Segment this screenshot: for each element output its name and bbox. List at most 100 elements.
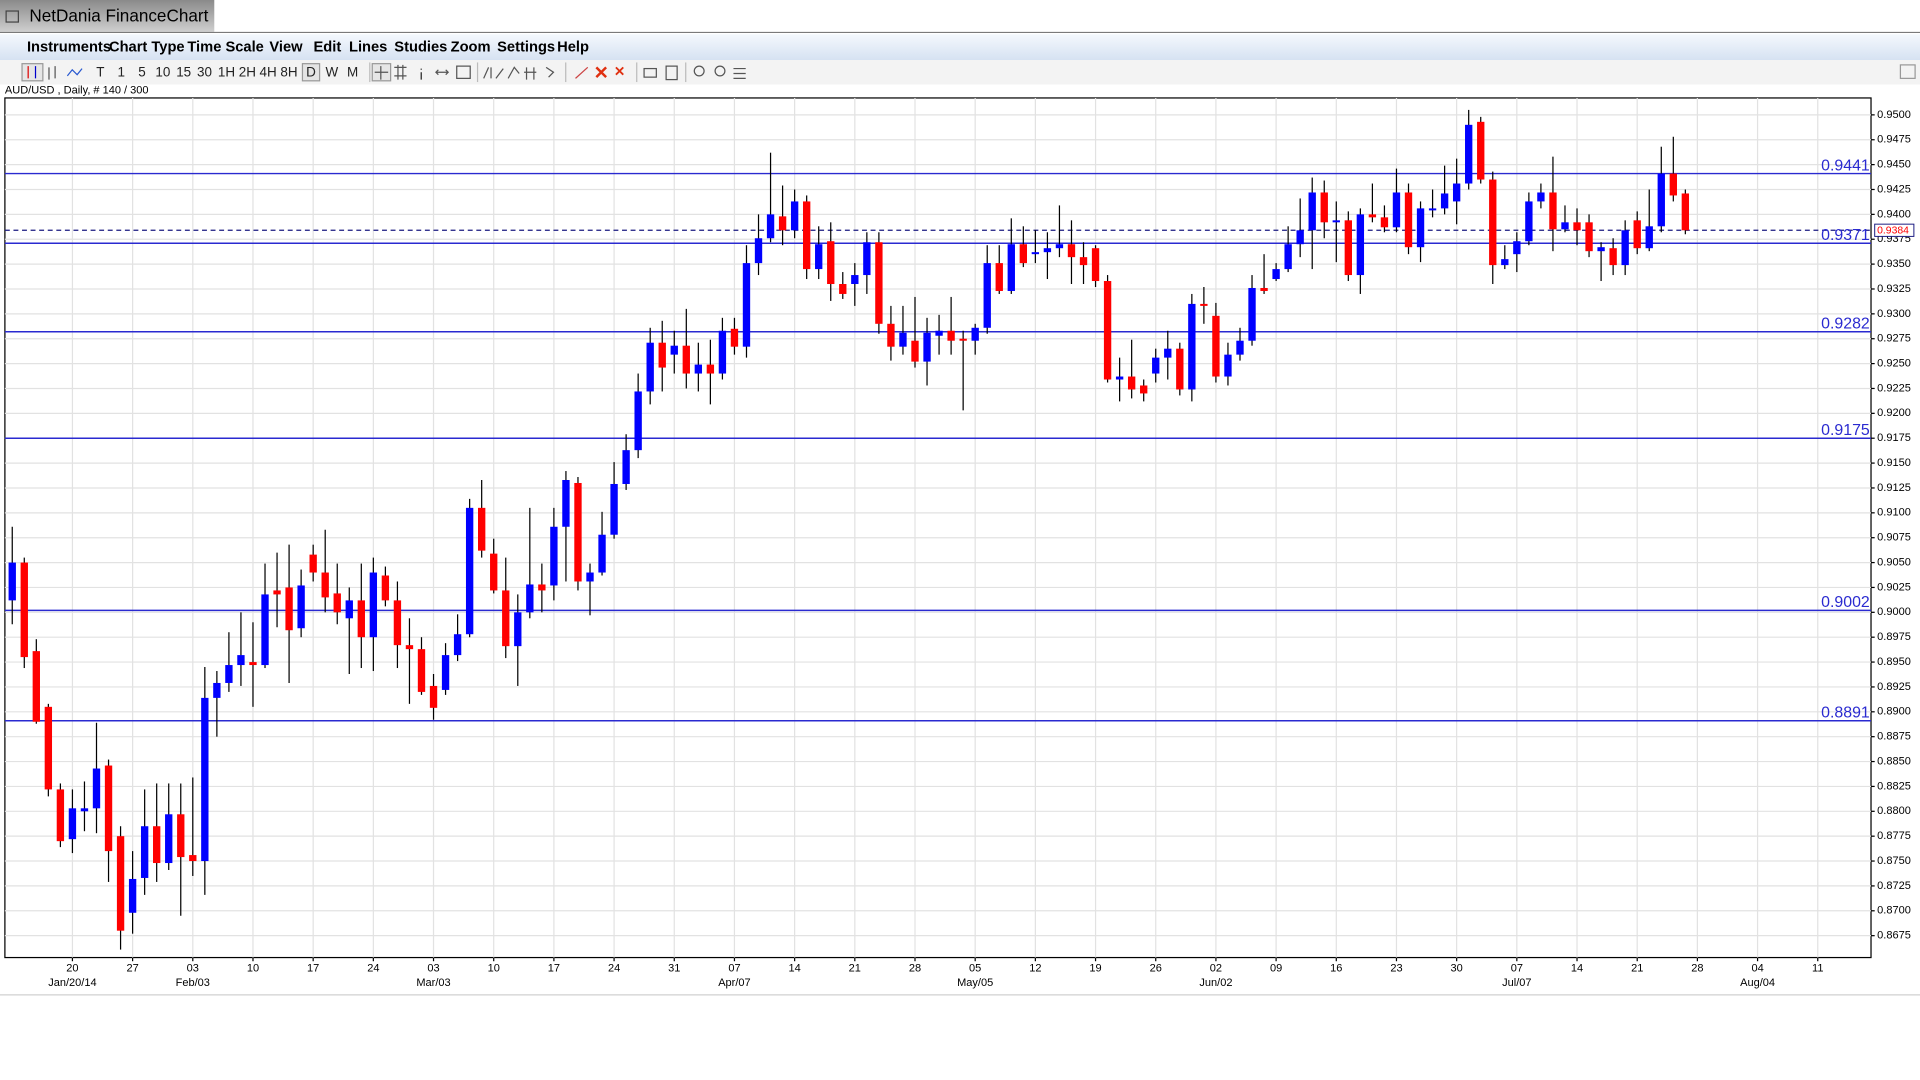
- menu-item[interactable]: Chart Type: [109, 40, 185, 56]
- x-tick-label: 27: [126, 962, 138, 974]
- toolbar-button-active[interactable]: [301, 63, 321, 82]
- menu-item[interactable]: View: [269, 40, 303, 56]
- candle-body: [1501, 259, 1509, 266]
- candle-body: [887, 323, 895, 347]
- bar-icon[interactable]: [48, 66, 56, 80]
- candle-body: [1284, 244, 1292, 270]
- candle-body: [1019, 244, 1028, 264]
- menu-bar: [0, 34, 1920, 60]
- level-label: 0.9282: [1821, 316, 1870, 333]
- menu-item[interactable]: Zoom: [451, 40, 491, 56]
- x-tick-label: 31: [668, 962, 680, 974]
- zoom-in-icon[interactable]: [693, 65, 705, 77]
- candle-body: [1573, 222, 1581, 231]
- panel-icon[interactable]: [1899, 64, 1916, 79]
- grid-icon[interactable]: [394, 64, 407, 80]
- toolbar-button[interactable]: 10: [155, 64, 170, 79]
- menu-item[interactable]: Lines: [349, 40, 387, 56]
- toolbar-button[interactable]: T: [96, 64, 104, 79]
- menu-item[interactable]: Edit: [313, 40, 341, 56]
- candle-body: [1127, 376, 1136, 390]
- zoom-out-icon[interactable]: [714, 65, 726, 77]
- candle-body: [1525, 201, 1533, 242]
- candle-body: [863, 242, 871, 276]
- candle-body: [405, 645, 414, 650]
- last-price-box: [1874, 223, 1915, 237]
- candle-body: [453, 634, 462, 656]
- study-icons[interactable]: [507, 66, 555, 80]
- scroll-icon[interactable]: [435, 69, 450, 76]
- y-tick-label: 0.8800: [1877, 805, 1911, 817]
- candle-body: [1392, 192, 1401, 228]
- candle-body: [1440, 193, 1449, 209]
- candle-body: [1176, 348, 1184, 390]
- toolbar-button[interactable]: 5: [138, 64, 145, 79]
- candle-body: [694, 364, 703, 374]
- preview-icon[interactable]: [665, 65, 678, 81]
- candle-body: [116, 836, 125, 931]
- trend-icons[interactable]: [483, 67, 504, 79]
- candle-body: [285, 587, 293, 631]
- level-label: 0.9371: [1821, 227, 1870, 244]
- candle-body: [92, 768, 101, 809]
- candle-body: [189, 855, 197, 862]
- candle-body: [1055, 244, 1064, 249]
- line-icon[interactable]: [66, 68, 83, 77]
- print-icon[interactable]: [643, 67, 657, 78]
- y-tick-label: 0.9225: [1877, 382, 1911, 394]
- candle-body: [478, 507, 486, 551]
- y-tick-label: 0.9050: [1877, 556, 1911, 568]
- marks: [4, 109, 1872, 950]
- x-tick-label: 21: [849, 962, 861, 974]
- delete-icon[interactable]: [595, 66, 607, 79]
- toolbar-button[interactable]: 15: [176, 64, 191, 79]
- toolbar-button[interactable]: 2H: [239, 64, 256, 79]
- menu-item[interactable]: Help: [557, 40, 589, 56]
- toolbar-button[interactable]: D: [306, 64, 316, 79]
- draw-line-icon[interactable]: [575, 66, 589, 79]
- candle-button[interactable]: [21, 63, 44, 82]
- toolbar-button[interactable]: 4H: [260, 64, 277, 79]
- x-tick-label: 12: [1029, 962, 1041, 974]
- x-tick-label: 17: [307, 962, 319, 974]
- toolbar-button[interactable]: 1: [117, 64, 124, 79]
- candle-body: [1272, 269, 1280, 280]
- toolbar-button[interactable]: 8H: [280, 64, 297, 79]
- candle-body: [598, 534, 606, 573]
- candle-body: [429, 685, 438, 708]
- candle-body: [1681, 193, 1690, 231]
- candle-body: [514, 612, 522, 647]
- candle-body: [1344, 220, 1352, 276]
- candle-body: [1248, 287, 1256, 341]
- candle-body: [8, 562, 16, 601]
- instrument-label: AUD/USD , Daily, # 140 / 300: [5, 85, 149, 97]
- candle-body: [562, 480, 570, 527]
- candle-body: [839, 284, 847, 294]
- menu-item[interactable]: Time Scale: [187, 40, 263, 56]
- y-tick-label: 0.9125: [1877, 482, 1911, 494]
- candle-body: [538, 584, 546, 591]
- candle-body: [971, 327, 979, 341]
- menu-item[interactable]: Settings: [497, 40, 555, 56]
- volume-icon[interactable]: [456, 65, 471, 79]
- toolbar-button[interactable]: M: [347, 64, 358, 79]
- candle-body: [1416, 208, 1425, 248]
- candle-body: [899, 332, 907, 347]
- candle-body: [1368, 214, 1377, 218]
- candle-body: [249, 662, 257, 666]
- y-tick-label: 0.8725: [1877, 880, 1911, 892]
- y-tick-label: 0.8900: [1877, 706, 1911, 718]
- candle-body: [128, 878, 137, 913]
- toolbar-button[interactable]: 30: [197, 64, 212, 79]
- x-tick-label: 20: [66, 962, 78, 974]
- candle-body: [165, 814, 173, 864]
- toolbar-button[interactable]: 1H: [218, 64, 235, 79]
- fit-icon[interactable]: [733, 67, 746, 79]
- toolbar-button[interactable]: W: [325, 64, 338, 79]
- candle-body: [550, 526, 558, 586]
- menu-item[interactable]: Studies: [394, 40, 447, 56]
- y-tick-label: 0.9500: [1877, 109, 1911, 121]
- candle-body: [1465, 124, 1473, 184]
- menu-item[interactable]: Instruments: [27, 40, 111, 56]
- delete-all-icon[interactable]: [615, 66, 624, 76]
